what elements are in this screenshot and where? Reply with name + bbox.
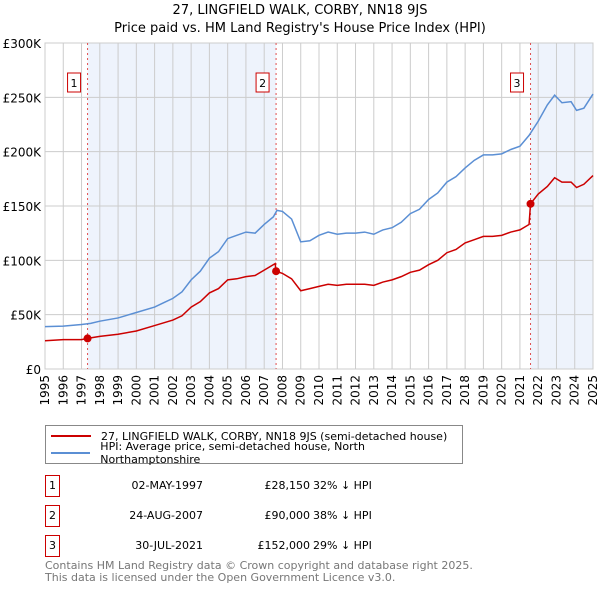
x-tick-label: 2001 xyxy=(148,375,162,406)
x-tick-label: 1997 xyxy=(75,375,89,406)
x-tick-label: 2016 xyxy=(422,375,436,406)
x-tick-label: 2017 xyxy=(440,375,454,406)
x-tick-label: 1998 xyxy=(93,375,107,406)
x-tick-label: 2014 xyxy=(385,375,399,406)
x-tick-label: 2018 xyxy=(458,375,472,406)
legend-item-hpi: HPI: Average price, semi-detached house,… xyxy=(51,440,462,466)
sale-point xyxy=(526,199,535,208)
x-tick-label: 1995 xyxy=(38,375,52,406)
legend-item-property: 27, LINGFIELD WALK, CORBY, NN18 9JS (sem… xyxy=(51,428,447,444)
y-tick-label: £0 xyxy=(26,363,41,377)
transaction-hpi-diff: 38% ↓ HPI xyxy=(313,509,372,522)
sale-badge xyxy=(67,72,82,93)
x-tick-label: 2015 xyxy=(403,375,417,406)
x-tick-label: 2005 xyxy=(221,375,235,406)
x-tick-label: 2012 xyxy=(349,375,363,406)
y-tick-label: £250K xyxy=(3,91,43,105)
y-tick-label: £150K xyxy=(3,200,43,214)
legend-label: HPI: Average price, semi-detached house,… xyxy=(100,440,365,466)
transaction-row: 2 24-AUG-2007 £90,000 38% ↓ HPI xyxy=(45,505,465,527)
transaction-badge: 1 xyxy=(45,475,60,497)
x-tick-label: 2020 xyxy=(495,375,509,406)
sale-badge xyxy=(255,72,270,93)
x-tick-label: 1996 xyxy=(56,375,70,406)
y-tick-label: £50K xyxy=(10,309,42,323)
x-tick-label: 1999 xyxy=(111,375,125,406)
legend-swatch-blue xyxy=(51,452,91,454)
transaction-price: £28,150 xyxy=(264,479,311,492)
x-tick-label: 2024 xyxy=(568,375,582,406)
footer: Contains HM Land Registry data © Crown c… xyxy=(45,560,473,584)
transaction-hpi-diff: 32% ↓ HPI xyxy=(313,479,372,492)
y-tick-label: £300K xyxy=(3,37,43,51)
x-tick-label: 2009 xyxy=(294,375,308,406)
price-chart: 1995 1996 1997 1998 1999 2000 2001 2002 2003 2004… xyxy=(3,37,600,406)
x-tick-label: 2008 xyxy=(275,375,289,406)
x-tick-label: 2010 xyxy=(312,375,326,406)
sale-point xyxy=(83,334,92,343)
property-price-line xyxy=(44,175,594,342)
legend-swatch-red xyxy=(51,435,91,437)
legend: 27, LINGFIELD WALK, CORBY, NN18 9JS (sem… xyxy=(45,425,463,466)
transaction-date: 02-MAY-1997 xyxy=(131,479,203,492)
transaction-hpi-diff: 29% ↓ HPI xyxy=(313,539,372,552)
transaction-price: £90,000 xyxy=(264,509,311,522)
sale-badge-label: 3 xyxy=(514,77,521,90)
chart-title: 27, LINGFIELD WALK, CORBY, NN18 9JS xyxy=(172,3,428,18)
transaction-badge: 3 xyxy=(45,535,60,557)
transaction-row: 3 30-JUL-2021 £152,000 29% ↓ HPI xyxy=(45,535,465,557)
hpi-line xyxy=(44,93,594,328)
x-tick-label: 2022 xyxy=(531,375,545,406)
y-tick-label: £200K xyxy=(3,146,43,160)
sale-badge-label: 2 xyxy=(259,77,266,90)
transaction-price: £152,000 xyxy=(257,539,311,552)
x-tick-label: 2019 xyxy=(476,375,490,406)
transaction-date: 30-JUL-2021 xyxy=(135,539,203,552)
x-tick-label: 2002 xyxy=(166,375,180,406)
x-tick-label: 2013 xyxy=(367,375,381,406)
sale-point xyxy=(272,267,281,276)
x-tick-label: 2004 xyxy=(202,375,216,406)
x-tick-label: 2023 xyxy=(549,375,563,406)
x-tick-label: 2006 xyxy=(239,375,253,406)
sale-badge xyxy=(510,72,525,93)
x-tick-label: 2021 xyxy=(513,375,527,406)
x-tick-label: 2000 xyxy=(129,375,143,406)
plot-border xyxy=(44,42,594,370)
x-tick-label: 2011 xyxy=(330,375,344,406)
x-tick-label: 2007 xyxy=(257,375,271,406)
legend-label: 27, LINGFIELD WALK, CORBY, NN18 9JS (sem… xyxy=(101,429,448,443)
sale-badge-label: 1 xyxy=(71,77,78,90)
x-tick-label: 2003 xyxy=(184,375,198,406)
transaction-badge: 2 xyxy=(45,505,60,527)
footer-copyright: Contains HM Land Registry data © Crown c… xyxy=(45,559,473,572)
footer-licence: This data is licensed under the Open Gov… xyxy=(45,571,396,584)
x-tick-label: 2025 xyxy=(586,375,600,406)
transaction-date: 24-AUG-2007 xyxy=(129,509,203,522)
y-tick-label: £100K xyxy=(3,254,43,268)
transaction-row: 1 02-MAY-1997 £28,150 32% ↓ HPI xyxy=(45,475,465,497)
chart-subtitle: Price paid vs. HM Land Registry's House … xyxy=(114,21,486,36)
